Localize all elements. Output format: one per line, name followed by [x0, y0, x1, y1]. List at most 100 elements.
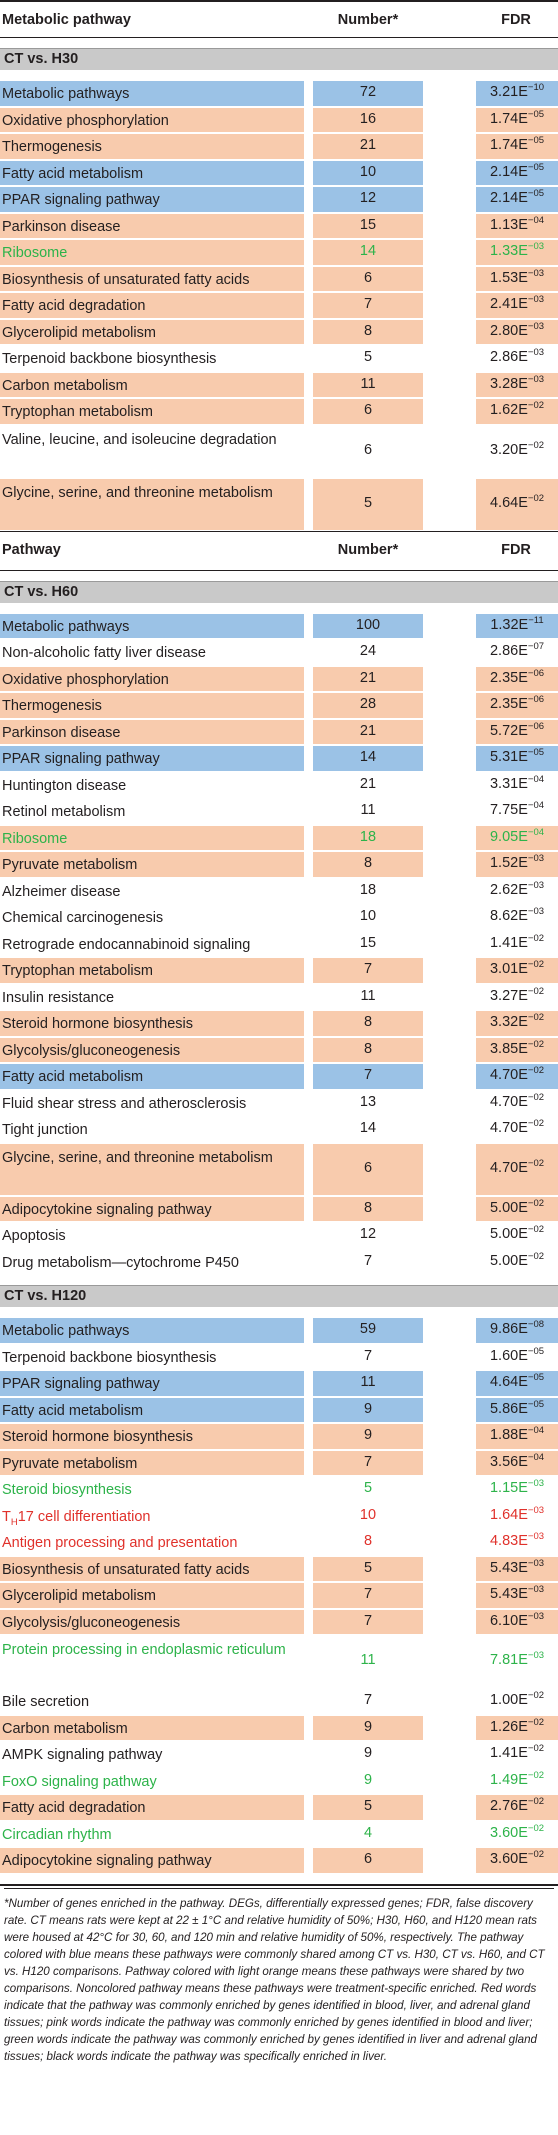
fdr-value: 4.70E−02 [476, 1091, 558, 1116]
fdr-exponent: −02 [527, 1690, 545, 1702]
pathway-name-text: PPAR signaling pathway [2, 192, 160, 208]
fdr-mantissa: 1.00E [489, 1692, 528, 1708]
fdr-value: 4.70E−02 [476, 1064, 558, 1089]
fdr-value: 1.88E−04 [476, 1424, 558, 1449]
fdr-exponent: −03 [527, 1650, 545, 1662]
gene-count: 72 [313, 81, 423, 106]
pathway-name: Thermogenesis [0, 693, 304, 718]
pathway-name: Fatty acid metabolism [0, 1397, 304, 1422]
section-title: CT vs. H60 [0, 580, 558, 613]
pathway-name-text: Oxidative phosphorylation [2, 671, 169, 688]
table-row: Valine, leucine, and isoleucine degradat… [0, 425, 558, 478]
pathway-name: Carbon metabolism [0, 372, 304, 397]
fdr-mantissa: 2.14E [489, 190, 528, 206]
fdr-value: 7.81E−03 [476, 1636, 558, 1687]
fdr-mantissa: 1.32E [490, 616, 529, 633]
gene-count: 11 [313, 372, 423, 397]
fdr-exponent: −02 [527, 1065, 545, 1077]
pathway-name: FoxO signaling pathway [0, 1769, 304, 1794]
fdr-value: 2.80E−03 [476, 319, 558, 344]
pathway-name: Biosynthesis of unsaturated fatty acids [0, 266, 304, 291]
fdr-mantissa: 5.00E [489, 1199, 528, 1216]
table-row: Adipocytokine signaling pathway 8 5.00E−02 [0, 1196, 558, 1223]
fdr-mantissa: 1.15E [489, 1480, 528, 1496]
fdr-mantissa: 2.41E [489, 296, 528, 312]
table-row: Antigen processing and presentation 8 4.83… [0, 1529, 558, 1556]
pathway-name-text: Pyruvate metabolism [2, 1455, 138, 1472]
fdr-exponent: −04 [527, 214, 545, 226]
fdr-mantissa: 3.28E [489, 375, 528, 392]
fdr-mantissa: 5.43E [489, 1559, 528, 1576]
table-row: Fatty acid metabolism 7 4.70E−02 [0, 1063, 558, 1090]
pathway-name-text: Non-alcoholic fatty liver disease [2, 645, 206, 661]
fdr-exponent: −04 [527, 800, 545, 812]
pathway-name: Parkinson disease [0, 213, 304, 238]
fdr-exponent: −05 [527, 188, 545, 200]
fdr-value: 2.86E−07 [476, 640, 558, 665]
pathway-name-text: Drug metabolism—cytochrome P450 [2, 1254, 239, 1271]
fdr-mantissa: 1.13E [489, 216, 528, 233]
pathway-name: Glycolysis/gluconeogenesis [0, 1609, 304, 1634]
table-row: PPAR signaling pathway 11 4.64E−05 [0, 1370, 558, 1397]
fdr-mantissa: 7.75E [489, 802, 528, 818]
pathway-name: Steroid hormone biosynthesis [0, 1011, 304, 1036]
pathway-name: Alzheimer disease [0, 879, 304, 904]
fdr-value: 1.53E−03 [476, 266, 558, 291]
fdr-mantissa: 2.86E [489, 643, 528, 659]
fdr-value: 3.85E−02 [476, 1037, 558, 1062]
fdr-value: 5.00E−02 [476, 1196, 558, 1221]
pathway-name: Fatty acid degradation [0, 1795, 304, 1820]
gene-count: 14 [313, 240, 423, 265]
gene-count: 18 [359, 881, 377, 898]
pathway-name-text: Adipocytokine signaling pathway [2, 1853, 212, 1869]
gene-count: 5 [313, 1795, 423, 1820]
pathway-name: Parkinson disease [0, 719, 304, 744]
fdr-mantissa: 2.35E [489, 696, 528, 712]
fdr-value: 5.00E−02 [476, 1250, 558, 1275]
fdr-mantissa: 3.32E [489, 1014, 528, 1030]
pathway-name-text: Fluid shear stress and atherosclerosis [2, 1095, 247, 1112]
pathway-name-text: Steroid biosynthesis [2, 1482, 132, 1498]
section-title-bar [0, 1285, 558, 1307]
fdr-mantissa: 4.70E [489, 1120, 528, 1136]
table-row: Glycine, serine, and threonine metabolis… [0, 1143, 558, 1196]
fdr-mantissa: 1.53E [489, 269, 528, 286]
pathway-name: Chemical carcinogenesis [0, 905, 304, 930]
fdr-exponent: −02 [527, 932, 545, 944]
gene-count: 7 [363, 1347, 373, 1364]
fdr-mantissa: 1.33E [489, 243, 528, 259]
fdr-value: 4.70E−02 [476, 1117, 558, 1142]
table-row: Glycine, serine, and threonine metabolis… [0, 478, 558, 531]
pathway-name: Terpenoid backbone biosynthesis [0, 346, 304, 371]
fdr-mantissa: 4.70E [489, 1093, 528, 1110]
fdr-mantissa: 2.62E [489, 881, 528, 898]
table-row: Parkinson disease 21 5.72E−06 [0, 719, 558, 746]
gene-count: 7 [313, 1583, 423, 1608]
fdr-exponent: −11 [528, 614, 544, 626]
fdr-mantissa: 3.85E [489, 1040, 528, 1057]
pathway-name-text: Biosynthesis of unsaturated fatty acids [2, 271, 250, 288]
table-row: Fatty acid degradation 5 2.76E−02 [0, 1794, 558, 1821]
pathway-name-text: Fatty acid metabolism [2, 1069, 144, 1085]
fdr-exponent: −02 [527, 1197, 545, 1209]
table-row: PPAR signaling pathway 12 2.14E−05 [0, 186, 558, 213]
pathway-name: Carbon metabolism [0, 1715, 304, 1740]
gene-count: 9 [313, 1715, 423, 1740]
table-header: Metabolic pathway Number* FDR [0, 0, 558, 38]
pathway-name: Tryptophan metabolism [0, 958, 304, 983]
gene-count: 8 [313, 852, 423, 877]
fdr-value: 2.41E−03 [476, 293, 558, 318]
pathway-name-text: Chemical carcinogenesis [2, 910, 164, 926]
table-row: Pyruvate metabolism 8 1.52E−03 [0, 851, 558, 878]
fdr-exponent: −02 [527, 1769, 545, 1781]
pathway-name-text: Glycolysis/gluconeogenesis [2, 1042, 181, 1059]
pathway-name-text: Parkinson disease [2, 724, 121, 741]
fdr-mantissa: 4.83E [489, 1533, 528, 1549]
table-row: Huntington disease 21 3.31E−04 [0, 772, 558, 799]
fdr-mantissa: 1.74E [489, 110, 528, 127]
fdr-mantissa: 2.86E [489, 349, 528, 365]
pathway-name: Tryptophan metabolism [0, 399, 304, 424]
fdr-value: 3.60E−02 [476, 1848, 558, 1873]
pathway-name-text: Ribosome [2, 245, 68, 261]
pathway-name: Tight junction [0, 1117, 304, 1142]
